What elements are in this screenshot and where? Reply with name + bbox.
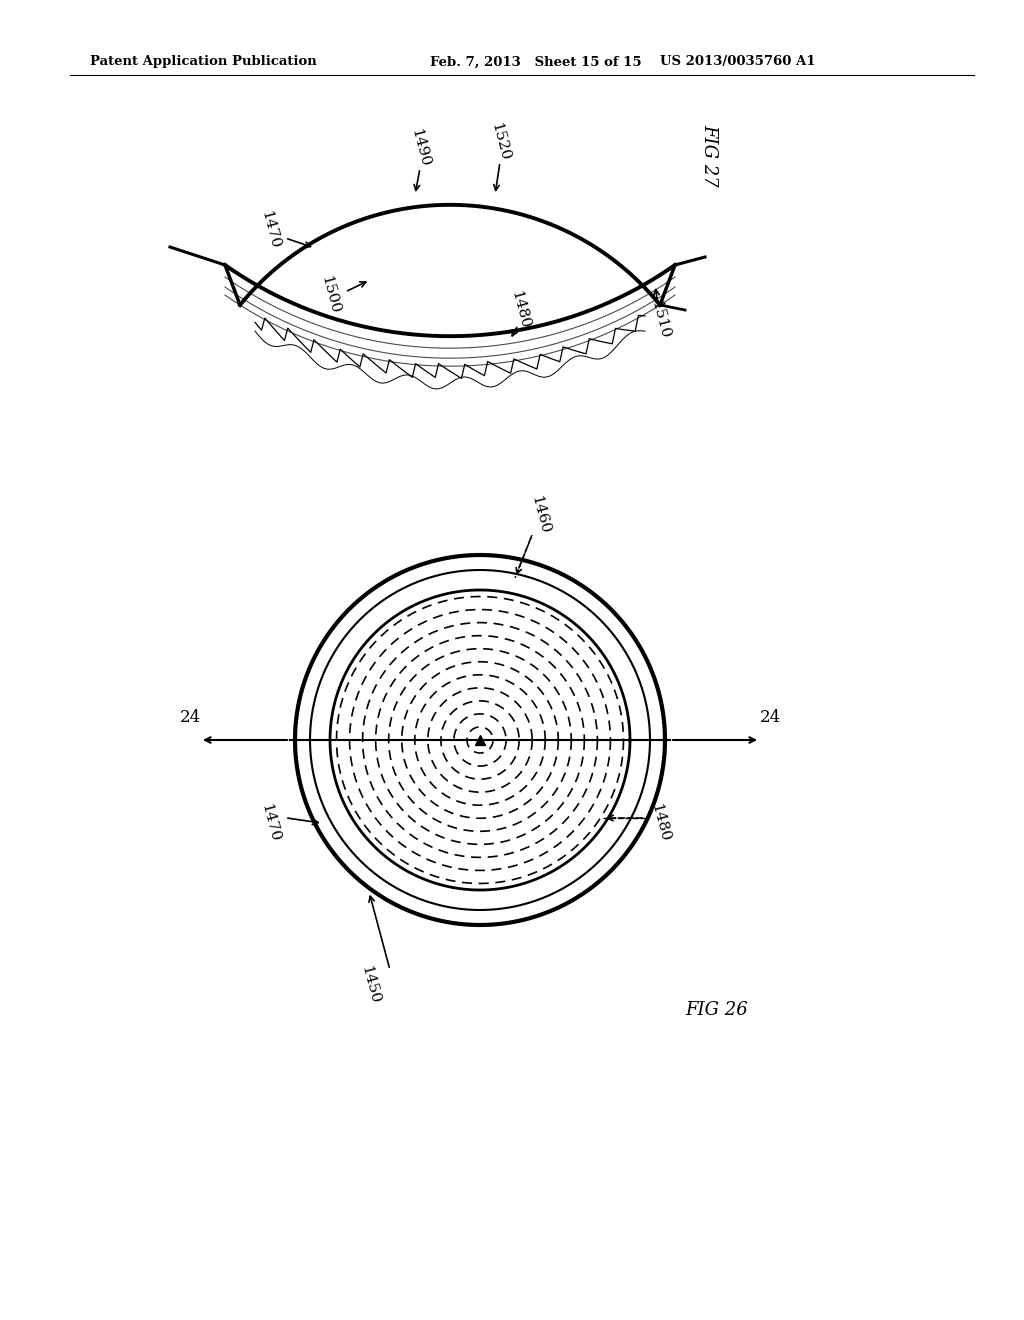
Text: FIG 27: FIG 27	[700, 124, 718, 186]
Text: 1450: 1450	[358, 965, 382, 1006]
Text: Patent Application Publication: Patent Application Publication	[90, 55, 316, 69]
Text: 1480: 1480	[508, 289, 531, 330]
Text: 1500: 1500	[318, 275, 342, 315]
Text: 1490: 1490	[409, 127, 432, 169]
Text: FIG 26: FIG 26	[685, 1001, 748, 1019]
Text: 24: 24	[179, 709, 201, 726]
Text: 1470: 1470	[258, 803, 282, 843]
Text: 24: 24	[760, 709, 780, 726]
Text: 1510: 1510	[648, 300, 672, 341]
Text: Feb. 7, 2013   Sheet 15 of 15: Feb. 7, 2013 Sheet 15 of 15	[430, 55, 642, 69]
Text: 1460: 1460	[528, 495, 552, 536]
Text: 1480: 1480	[648, 803, 672, 843]
Text: US 2013/0035760 A1: US 2013/0035760 A1	[660, 55, 815, 69]
Text: 1520: 1520	[488, 121, 512, 162]
Text: 1470: 1470	[258, 210, 282, 251]
